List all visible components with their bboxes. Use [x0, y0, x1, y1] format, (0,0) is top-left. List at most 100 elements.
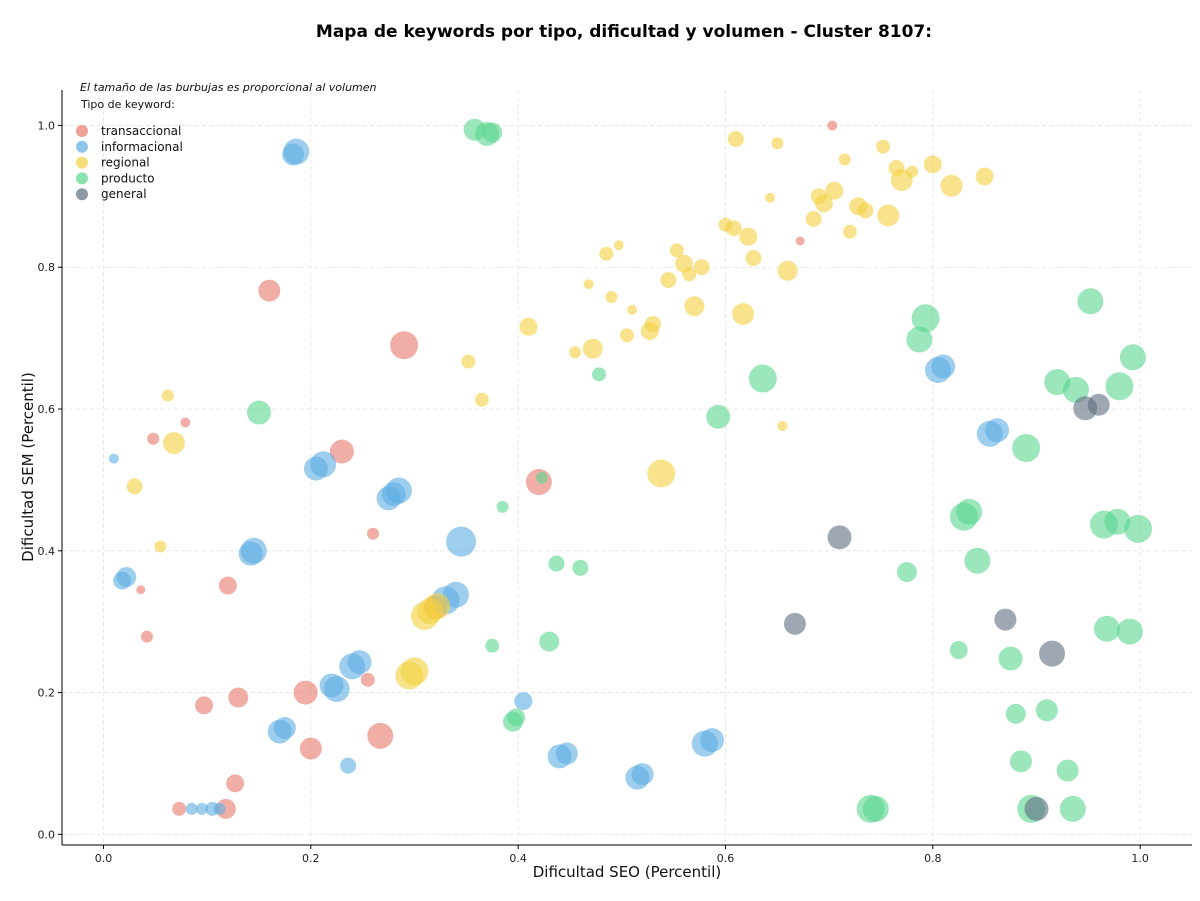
bubble-producto — [1093, 615, 1120, 642]
bubble-regional — [693, 259, 710, 276]
bubble-regional — [582, 338, 603, 359]
bubble-producto — [592, 367, 607, 382]
series-general — [783, 393, 1110, 821]
x-ticks: 0.0 0.2 0.4 0.6 0.8 1.0 — [95, 845, 1149, 865]
bubbles — [108, 118, 1153, 823]
bubble-producto — [998, 646, 1023, 671]
bubble-regional — [569, 346, 582, 359]
bubble-regional — [395, 661, 424, 690]
x-tick-label: 0.0 — [95, 852, 113, 865]
series-regional — [126, 130, 994, 690]
bubble-regional — [765, 192, 776, 203]
bubble-producto — [1044, 369, 1071, 396]
legend: Tipo de keyword: transaccional informacio… — [76, 98, 183, 201]
axes — [61, 90, 1192, 846]
bubble-general — [1039, 640, 1066, 667]
bubble-producto — [482, 122, 503, 143]
bubble-producto — [1077, 288, 1104, 315]
bubble-informacional — [555, 742, 578, 765]
bubble-producto — [539, 631, 560, 652]
bubble-informacional — [310, 451, 337, 478]
bubble-transaccional — [367, 527, 380, 540]
bubble-producto — [706, 404, 731, 429]
legend-marker-general — [76, 188, 88, 201]
series-informacional — [108, 138, 1010, 816]
legend-label-general: general — [101, 187, 147, 201]
bubble-regional — [975, 167, 994, 186]
bubble-producto — [1059, 795, 1086, 822]
bubble-producto — [911, 304, 940, 333]
bubble-informacional — [282, 143, 305, 166]
bubble-regional — [126, 478, 143, 495]
bubble-producto — [1105, 372, 1134, 401]
bubble-transaccional — [299, 737, 322, 760]
bubble-transaccional — [795, 236, 805, 246]
legend-label-informacional: informacional — [101, 140, 183, 154]
bubble-transaccional — [360, 672, 375, 687]
bubble-regional — [682, 267, 697, 282]
legend-label-producto: producto — [101, 171, 155, 185]
bubble-informacional — [985, 418, 1010, 443]
bubble-informacional — [185, 802, 198, 815]
bubble-regional — [154, 540, 167, 553]
bubble-regional — [814, 194, 833, 213]
bubble-producto — [496, 500, 509, 513]
bubble-regional — [162, 432, 185, 455]
bubble-transaccional — [147, 432, 160, 445]
bubble-regional — [727, 130, 744, 147]
bubble-regional — [739, 227, 758, 246]
bubble-regional — [599, 246, 614, 261]
bubble-transaccional — [228, 687, 249, 708]
bubble-producto — [246, 400, 271, 425]
bubble-regional — [725, 220, 742, 237]
bubble-regional — [417, 598, 444, 625]
bubble-informacional — [631, 763, 654, 786]
bubble-regional — [647, 459, 676, 488]
x-tick-label: 0.4 — [509, 852, 527, 865]
bubble-producto — [964, 547, 991, 574]
bubble-transaccional — [390, 331, 419, 360]
bubble-regional — [669, 243, 684, 258]
bubble-regional — [805, 211, 822, 228]
bubble-regional — [474, 392, 489, 407]
bubble-regional — [838, 153, 851, 166]
bubble-regional — [605, 291, 618, 304]
y-axis-label: Dificultad SEM (Percentil) — [19, 372, 37, 562]
bubble-regional — [732, 303, 755, 326]
bubble-informacional — [442, 581, 469, 608]
bubble-producto — [1104, 508, 1131, 535]
chart-title: Mapa de keywords por tipo, dificultad y … — [316, 22, 932, 42]
bubble-regional — [161, 389, 174, 402]
bubble-producto — [1116, 618, 1143, 645]
legend-label-regional: regional — [101, 156, 150, 170]
bubble-producto — [485, 638, 500, 653]
bubble-informacional — [273, 717, 296, 740]
bubble-transaccional — [136, 585, 146, 595]
bubble-regional — [620, 328, 634, 343]
y-ticks: 0.0 0.2 0.4 0.6 0.8 1.0 — [38, 119, 62, 841]
bubble-regional — [842, 224, 857, 239]
bubble-informacional — [340, 757, 357, 774]
grid-lines — [62, 90, 1192, 845]
bubble-producto — [507, 708, 526, 727]
bubble-regional — [777, 260, 798, 281]
bubble-regional — [771, 137, 784, 150]
bubble-transaccional — [827, 120, 838, 131]
y-tick-label: 0.2 — [38, 687, 56, 700]
bubble-informacional — [347, 650, 372, 675]
bubble-regional — [876, 139, 891, 154]
bubble-producto — [1056, 759, 1079, 782]
bubble-general — [994, 608, 1017, 631]
bubble-producto — [1035, 699, 1058, 722]
bubble-transaccional — [180, 417, 191, 428]
bubble-informacional — [700, 728, 725, 753]
y-tick-label: 0.6 — [38, 403, 56, 416]
bubble-producto — [1009, 750, 1032, 773]
legend-marker-transaccional — [76, 125, 88, 137]
legend-label-transaccional: transaccional — [101, 124, 181, 138]
bubble-informacional — [323, 676, 350, 703]
bubble-regional — [940, 174, 963, 197]
bubble-informacional — [195, 802, 208, 815]
bubble-producto — [1119, 344, 1146, 371]
